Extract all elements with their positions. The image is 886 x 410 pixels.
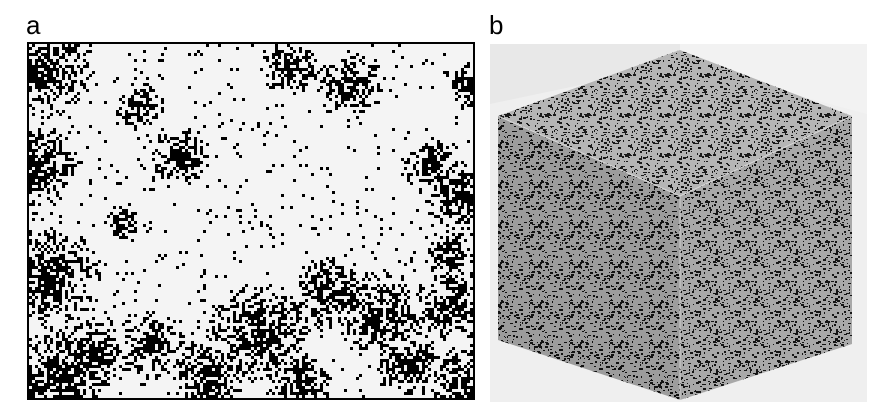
background-shade-right	[680, 44, 867, 114]
cube-left-face	[498, 116, 680, 400]
binary-slice-image	[27, 42, 475, 400]
binary-slice-canvas	[29, 44, 473, 398]
solid-phase-pixels	[29, 44, 473, 398]
cube-canvas	[490, 44, 867, 400]
cube-right-face	[680, 116, 852, 400]
panel-label-a: a	[26, 10, 41, 40]
cube-render-image	[490, 44, 867, 402]
panel-label-b: b	[489, 10, 504, 40]
background-shade	[490, 44, 680, 104]
cube-top-face	[498, 50, 852, 196]
